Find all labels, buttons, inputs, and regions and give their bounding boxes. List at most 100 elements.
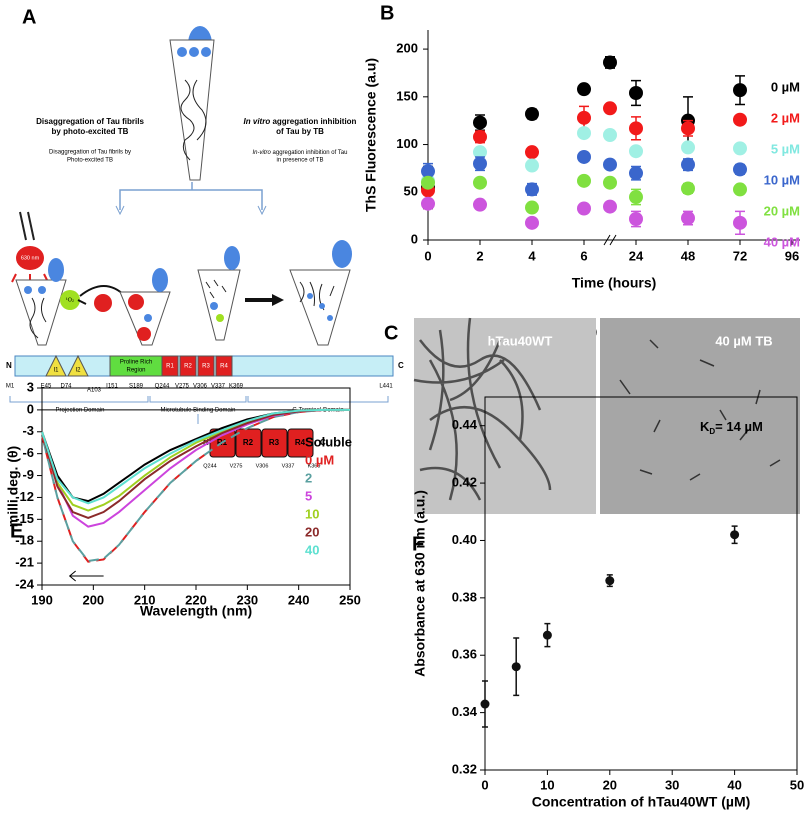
x-tick-label: 0: [481, 777, 488, 792]
x-tick-label: 0: [424, 248, 431, 263]
data-point: [733, 215, 747, 230]
panel-label: C: [384, 322, 398, 344]
legend-label: 2: [305, 470, 312, 485]
insert: I2: [75, 368, 81, 374]
annotation-part: = 14 µM: [715, 419, 763, 434]
data-point: [480, 699, 490, 709]
legend-label: 40 µM: [764, 234, 800, 249]
residue: V306: [256, 463, 269, 469]
data-point: [629, 212, 643, 226]
y-axis-title: Absorbance at 630 nm (a.u.): [412, 490, 428, 677]
residue: V337: [211, 384, 226, 390]
plot-frame: [41, 387, 351, 586]
line-series: [41, 408, 350, 505]
data-point: [473, 156, 487, 171]
connector: [119, 189, 263, 210]
data-point: [733, 141, 747, 156]
map-end: N: [203, 438, 209, 447]
y-axis-title: ThS Fluorescence (a.u): [363, 58, 379, 212]
y-tick-label: 200: [396, 41, 418, 56]
y-tick-label: 0.38: [452, 589, 477, 604]
data-point: [733, 162, 747, 177]
data-point: [473, 175, 487, 190]
laser-label: 630 nm: [21, 255, 40, 261]
data-point: [577, 201, 591, 216]
legend-label: 10 µM: [764, 172, 800, 187]
singlet: ¹O₂: [66, 297, 74, 303]
y-tick-label: 100: [396, 136, 418, 151]
data-point: [421, 196, 435, 211]
legend-label: 5 µM: [771, 141, 800, 156]
data-point: [733, 112, 747, 127]
data-point: [525, 215, 539, 230]
data-point: [577, 82, 591, 97]
data-point: [603, 175, 617, 190]
panel-label: B: [380, 2, 394, 24]
data-point: [629, 166, 643, 181]
data-point: [525, 182, 539, 197]
domain: Microtubule Binding Domain: [160, 408, 235, 414]
data-point: [603, 55, 617, 70]
x-tick-label: 50: [790, 777, 804, 792]
y-tick-label: -24: [15, 576, 35, 591]
data-point: [525, 145, 539, 160]
insert: I1: [53, 368, 59, 374]
x-tick-label: 4: [528, 248, 536, 263]
y-tick-label: 0.44: [452, 417, 478, 432]
x-axis-title: Concentration of hTau40WT (µM): [532, 794, 751, 810]
data-point: [603, 157, 617, 172]
data-point: [511, 662, 521, 672]
data-point: [525, 158, 539, 173]
subtitle-italic: In-vitro: [253, 150, 272, 156]
subtitle: aggregation inhibition of Tau: [271, 150, 348, 156]
fibril: [180, 79, 207, 161]
data-point: [629, 86, 643, 100]
residue: V275: [230, 463, 243, 469]
residue: D74: [60, 384, 72, 390]
micrograph: hTau40WT 40 µM TB: [413, 317, 800, 514]
data-point: [473, 145, 487, 160]
data-point: [421, 175, 435, 190]
y-tick-label: 0.36: [452, 647, 477, 662]
title: In vitro aggregation inhibition: [244, 117, 357, 126]
subtitle: Photo-excited TB: [67, 158, 113, 164]
subtitle: Disaggregation of Tau fibrils by: [49, 150, 131, 156]
data-point: [577, 126, 591, 141]
y-axis-title: milli deg. (θ): [5, 446, 21, 527]
x-tick-label: 20: [603, 777, 617, 792]
data-point: [681, 157, 695, 172]
micrograph-label: hTau40WT: [488, 333, 553, 348]
title-italic: In vitro: [244, 117, 271, 126]
data-point: [525, 107, 539, 121]
micrograph-image: [414, 318, 596, 514]
y-tick-label: -21: [15, 555, 34, 570]
legend-label: 5: [305, 488, 312, 503]
legend-label: 0 µM: [305, 452, 334, 467]
x-tick-label: 190: [31, 592, 53, 607]
data-point: [577, 110, 591, 125]
data-point: [629, 121, 643, 136]
x-axis-title: Wavelength (nm): [140, 603, 252, 619]
line-series: [41, 408, 350, 528]
panel-label: A: [22, 6, 36, 28]
legend-label: 10: [305, 506, 319, 521]
micrograph-label: 40 µM TB: [715, 333, 772, 348]
annotation-part: K: [700, 419, 710, 434]
annotation: KD= 14 µM: [700, 419, 763, 436]
y-tick-label: 150: [396, 88, 418, 103]
data-point: [730, 530, 740, 540]
data-point: [542, 630, 552, 640]
data-point: [605, 576, 615, 586]
repeat: R3: [269, 438, 280, 447]
data-point: [577, 173, 591, 188]
subtitle: In-vitro aggregation inhibition of Tau: [253, 150, 348, 156]
data-point: [681, 211, 695, 226]
data-point: [603, 101, 617, 116]
residue: V275: [175, 384, 190, 390]
repeat: R2: [243, 438, 254, 447]
x-tick-label: 48: [681, 248, 695, 263]
region: Proline Rich: [120, 360, 152, 366]
x-tick-label: 200: [82, 592, 104, 607]
repeat: R3: [202, 364, 210, 370]
axis-break: [603, 234, 617, 246]
